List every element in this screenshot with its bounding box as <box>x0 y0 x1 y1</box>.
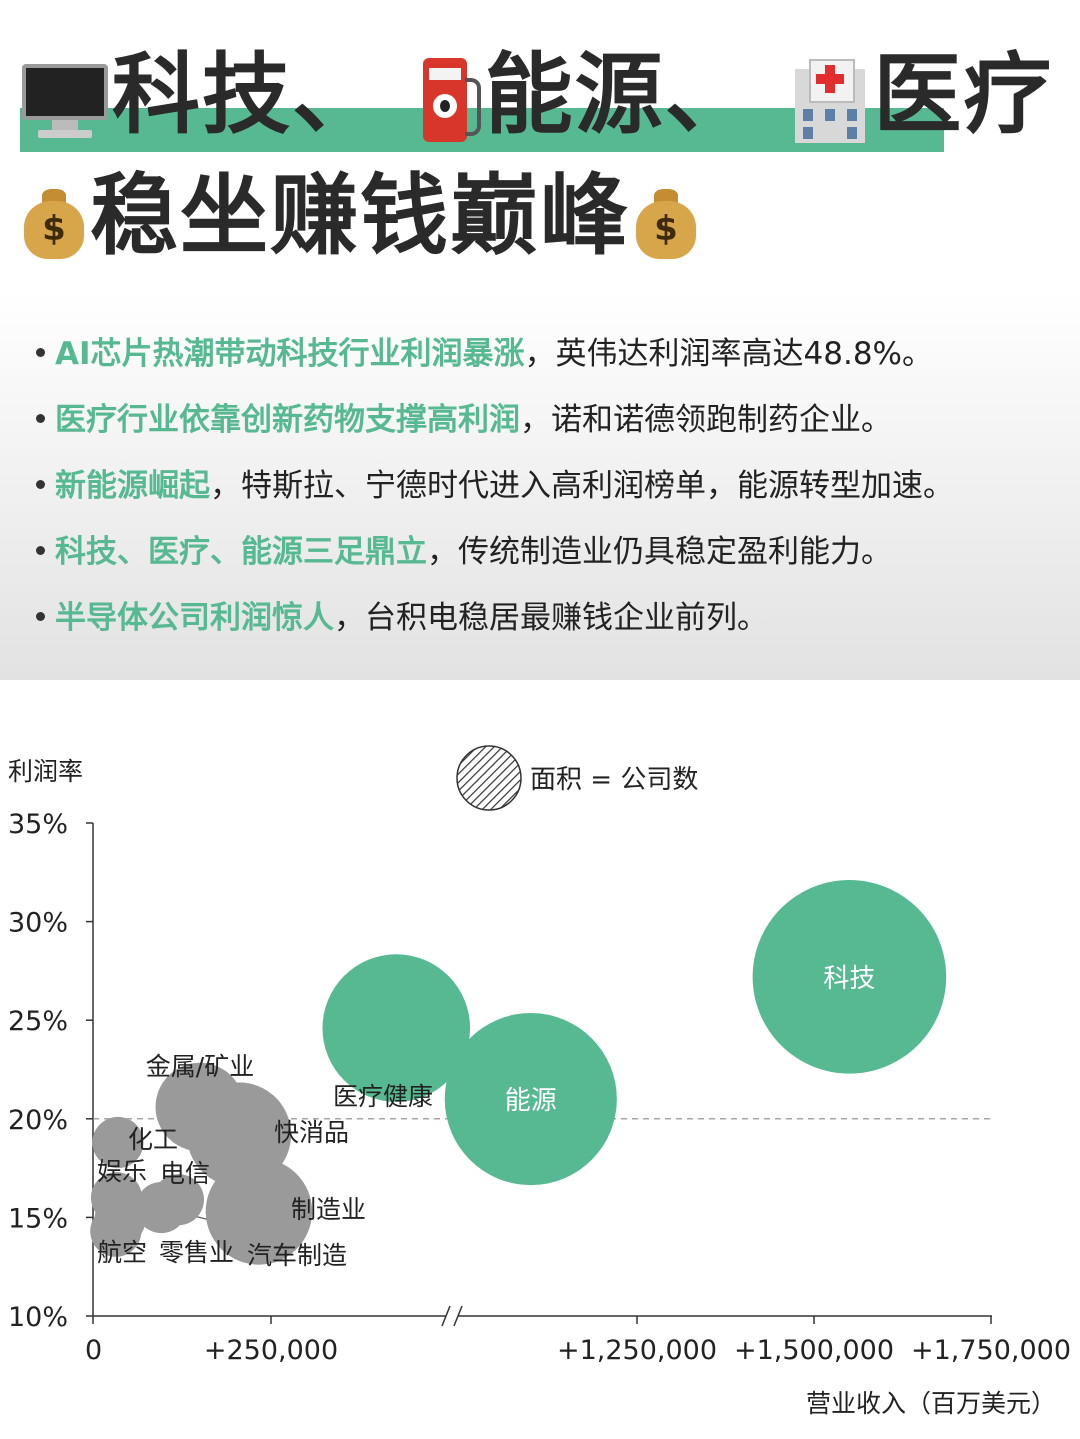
computer-icon <box>22 64 108 139</box>
size-legend-label: 面积 = 公司数 <box>530 765 698 795</box>
bullet-dot-icon <box>36 546 45 555</box>
bullet-item: 科技、医疗、能源三足鼎立，传统制造业仍具稳定盈利能力。 <box>36 532 892 572</box>
x-axis-label: 营业收入（百万美元） <box>806 1389 1056 1418</box>
bullet-item: 医疗行业依靠创新药物支撑高利润，诺和诺德领跑制药企业。 <box>36 400 892 440</box>
title-highlight-bar <box>20 108 944 152</box>
bubble-label: 医疗健康 <box>333 1082 433 1111</box>
y-tick-label: 30% <box>8 908 68 939</box>
bullet-highlight: 医疗行业依靠创新药物支撑高利润 <box>55 402 520 438</box>
bullet-text: ，英伟达利润率高达48.8%。 <box>524 336 934 372</box>
bullet-highlight: 科技、医疗、能源三足鼎立 <box>55 534 427 570</box>
bubble-label: 零售业 <box>159 1238 234 1267</box>
bullet-dot-icon <box>36 414 45 423</box>
title-medical: 医疗 <box>873 43 1054 146</box>
bubble-chart: 利润率 面积 = 公司数 10% 15% 20% 25% 30% 35% 0 +250,000 +1… <box>0 680 1080 1439</box>
x-tick-label: 0 <box>85 1335 102 1366</box>
bullet-list: AI芯片热潮带动科技行业利润暴涨，英伟达利润率高达48.8%。 医疗行业依靠创新… <box>0 292 1080 680</box>
x-axis-break-mark <box>453 1305 463 1327</box>
x-axis-break-mark <box>441 1305 451 1327</box>
bullet-highlight: AI芯片热潮带动科技行业利润暴涨 <box>55 336 525 372</box>
bullet-item: 新能源崛起，特斯拉、宁德时代进入高利润榜单，能源转型加速。 <box>36 466 954 506</box>
bubble-label: 化工 <box>128 1125 178 1154</box>
y-tick-label: 35% <box>8 809 68 840</box>
y-tick-label: 15% <box>8 1203 68 1234</box>
header: 科技、 能源、 医疗 $ 稳坐赚钱巅峰 $ <box>0 0 1080 290</box>
bullet-text: ，台积电稳居最赚钱企业前列。 <box>334 600 768 636</box>
bullet-item: AI芯片热潮带动科技行业利润暴涨，英伟达利润率高达48.8%。 <box>36 334 933 374</box>
x-tick-label: +250,000 <box>204 1335 338 1366</box>
bubble-label: 汽车制造 <box>247 1241 347 1270</box>
bubble-制造业 <box>205 1158 313 1265</box>
x-tick-label: +1,750,000 <box>911 1335 1071 1366</box>
bullet-text: ，特斯拉、宁德时代进入高利润榜单，能源转型加速。 <box>210 468 954 504</box>
bullet-dot-icon <box>36 612 45 621</box>
title-tech: 科技、 <box>112 43 383 146</box>
bubble-label: 金属/矿业 <box>146 1052 254 1081</box>
bubble-label: 娱乐 <box>97 1157 147 1186</box>
dollar-sign: $ <box>42 209 66 250</box>
title-energy: 能源、 <box>484 43 755 146</box>
bullet-text: ，传统制造业仍具稳定盈利能力。 <box>427 534 892 570</box>
title-line-2: $ 稳坐赚钱巅峰 $ <box>18 166 702 266</box>
bubble-医疗健康 <box>322 954 471 1102</box>
y-tick-label: 10% <box>8 1302 68 1333</box>
bubble-label: 快消品 <box>274 1118 349 1147</box>
bubble-label: 制造业 <box>291 1195 366 1224</box>
bullet-text: ，诺和诺德领跑制药企业。 <box>520 402 892 438</box>
bubble-航空 <box>90 1205 142 1257</box>
bullet-highlight: 新能源崛起 <box>55 468 210 504</box>
x-tick-label: +1,500,000 <box>734 1335 894 1366</box>
money-bag-icon: $ <box>634 185 698 260</box>
title-line-1: 科技、 能源、 医疗 <box>18 45 1053 145</box>
dollar-sign: $ <box>654 209 678 250</box>
bubble-label: 航空 <box>97 1238 147 1267</box>
bubble-chart-svg: 利润率 面积 = 公司数 10% 15% 20% 25% 30% 35% 0 +250,000 +1… <box>8 745 1071 1418</box>
bubble-科技 <box>752 880 947 1074</box>
y-tick-label: 20% <box>8 1105 68 1136</box>
bubble-label: 电信 <box>160 1159 210 1188</box>
bubble-汽车制造 <box>135 1181 187 1234</box>
fuel-pump-icon <box>419 58 481 144</box>
bullet-dot-icon <box>36 348 45 357</box>
title-subtitle: 稳坐赚钱巅峰 <box>90 164 631 267</box>
x-tick-label: +1,250,000 <box>557 1335 717 1366</box>
y-axis-label: 利润率 <box>8 757 83 786</box>
bubble-能源 <box>444 1013 617 1186</box>
y-tick-label: 25% <box>8 1006 68 1037</box>
hospital-icon <box>791 59 869 144</box>
bullet-highlight: 半导体公司利润惊人 <box>55 600 334 636</box>
bullet-item: 半导体公司利润惊人，台积电稳居最赚钱企业前列。 <box>36 598 768 638</box>
bubble-化工 <box>92 1116 144 1169</box>
bubble-label: 科技 <box>823 964 875 994</box>
size-legend-hatched-circle-icon <box>456 745 522 811</box>
money-bag-icon: $ <box>22 185 86 260</box>
bubble-label: 能源 <box>505 1086 557 1116</box>
bullet-dot-icon <box>36 480 45 489</box>
